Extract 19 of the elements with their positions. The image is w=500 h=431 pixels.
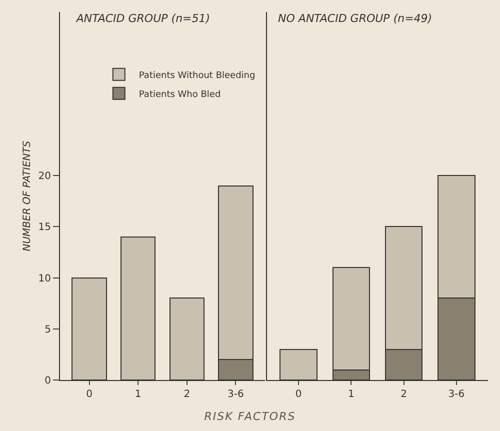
chart-title: NO ANTACID GROUP (n=49) <box>278 12 432 26</box>
y-tick-label: 0 <box>44 376 51 386</box>
x-tick-label: 2 <box>184 389 190 400</box>
x-tick-label: 1 <box>348 389 354 400</box>
x-tick-label: 1 <box>134 389 142 400</box>
y-axis-title: NUMBER OF PATIENTS <box>22 140 33 252</box>
x-tick-label: 2 <box>400 389 407 400</box>
legend-label: Patients Who Bled <box>138 90 221 100</box>
y-tick-label: 15 <box>38 222 51 234</box>
x-tick-label: 3-6 <box>228 389 244 400</box>
y-tick-label: 5 <box>44 324 51 336</box>
x-tick-label: 0 <box>295 389 302 400</box>
y-tick-label: 20 <box>38 171 51 182</box>
y-tick-label: 10 <box>38 273 51 284</box>
x-axis-title: RISK FACTORS <box>203 410 297 423</box>
x-tick-label: 0 <box>86 389 92 400</box>
legend-label: Patients Without Bleeding <box>138 70 256 81</box>
x-tick-label: 3-6 <box>448 389 465 400</box>
chart-title: ANTACID GROUP (n=51) <box>75 12 210 26</box>
